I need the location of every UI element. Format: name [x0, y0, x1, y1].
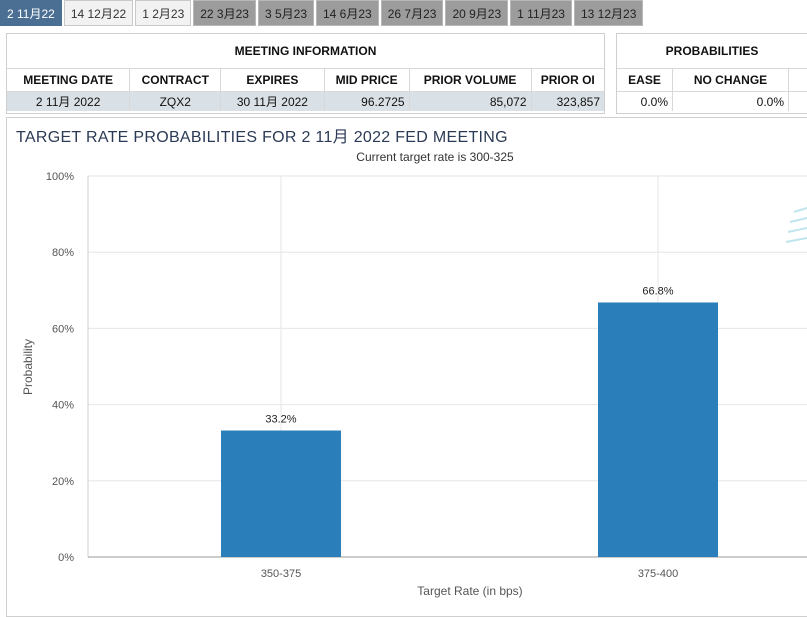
y-tick-label: 80% [52, 247, 74, 259]
bar-350-375[interactable] [221, 431, 341, 557]
export-menu-icon[interactable] [786, 208, 807, 242]
bar-375-400[interactable] [598, 302, 718, 557]
probability-bar-chart: 0% 20% 40% 60% 80% 100% 33.2% 66.8% 350-375 375… [0, 0, 807, 603]
bar-data-label: 33.2% [265, 414, 296, 426]
y-tick-label: 0% [58, 552, 74, 564]
y-tick-label: 100% [46, 171, 74, 183]
x-axis-ticks: 350-375 375-400 [261, 568, 678, 580]
y-axis-ticks: 0% 20% 40% 60% 80% 100% [46, 171, 74, 564]
y-tick-label: 60% [52, 323, 74, 335]
x-tick-label: 350-375 [261, 568, 301, 580]
bar-data-label: 66.8% [642, 285, 673, 297]
y-tick-label: 20% [52, 476, 74, 488]
y-axis-label: Probability [21, 339, 35, 395]
x-tick-label: 375-400 [638, 568, 678, 580]
chart-bars: 33.2% 66.8% [221, 285, 718, 557]
x-axis-label: Target Rate (in bps) [417, 584, 522, 598]
y-tick-label: 40% [52, 400, 74, 412]
